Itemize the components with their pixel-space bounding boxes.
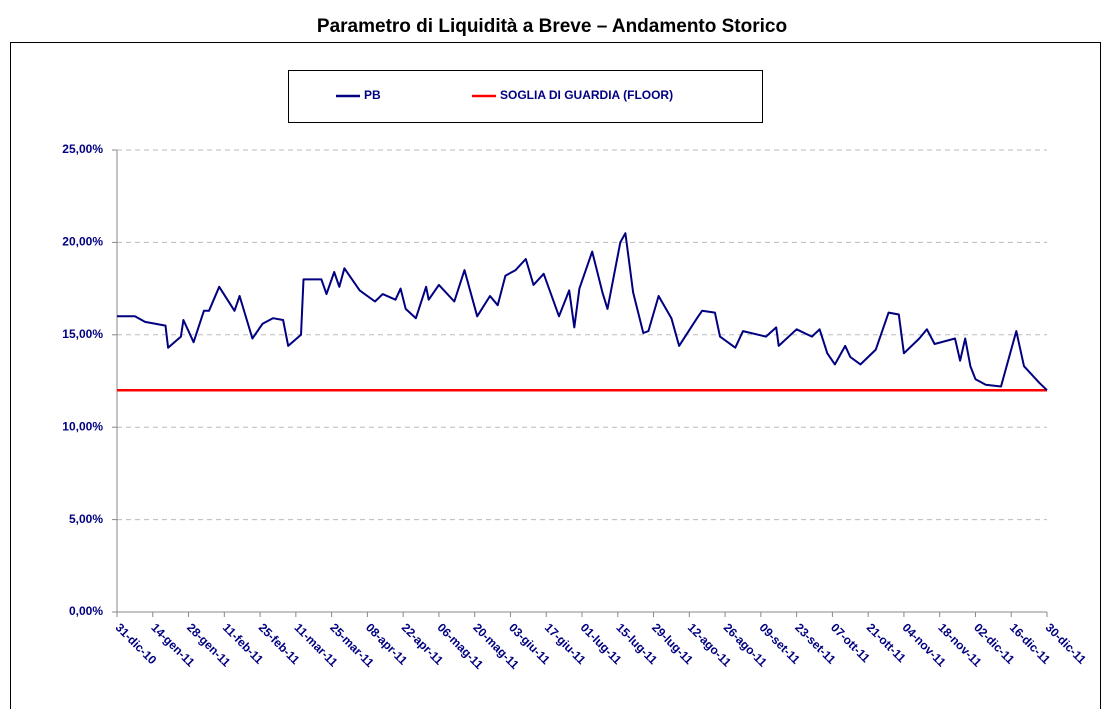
y-tick-label: 0,00% bbox=[69, 604, 103, 618]
y-tick-label: 10,00% bbox=[62, 419, 103, 433]
y-tick-label: 20,00% bbox=[62, 235, 103, 249]
legend-label: PB bbox=[364, 88, 381, 102]
y-tick-label: 25,00% bbox=[62, 142, 103, 156]
legend-box bbox=[288, 70, 763, 123]
series-line bbox=[117, 232, 1048, 391]
legend-label: SOGLIA DI GUARDIA (FLOOR) bbox=[500, 88, 673, 102]
chart-frame bbox=[10, 42, 1101, 709]
y-tick-label: 5,00% bbox=[69, 512, 103, 526]
chart-title: Parametro di Liquidità a Breve – Andamen… bbox=[317, 16, 787, 37]
y-tick-label: 15,00% bbox=[62, 327, 103, 341]
